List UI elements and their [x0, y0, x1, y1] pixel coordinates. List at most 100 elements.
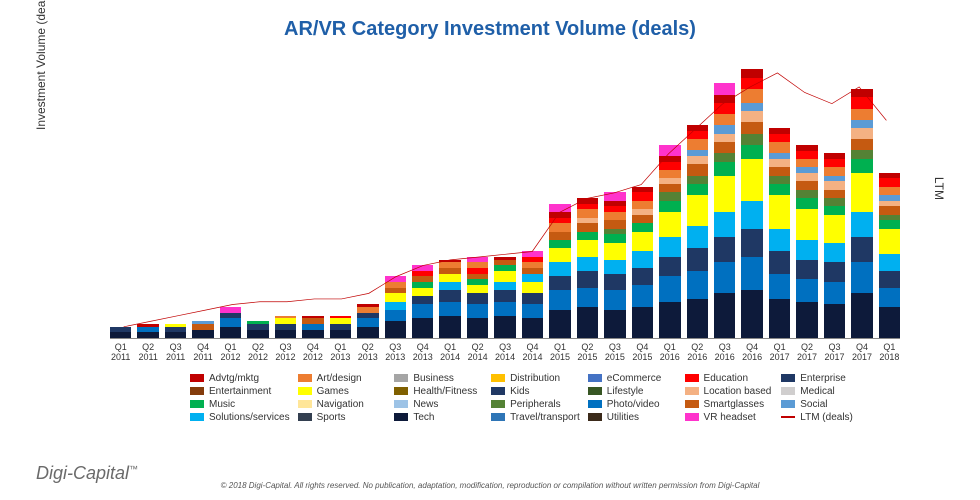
- legend-item: Navigation: [298, 399, 387, 410]
- bar-segment: [357, 318, 378, 326]
- bar: [137, 324, 158, 338]
- legend-item: Advtg/mktg: [190, 373, 290, 384]
- bar-segment: [796, 159, 817, 167]
- bar-segment: [549, 262, 570, 276]
- legend-swatch: [491, 400, 505, 408]
- bar-segment: [467, 293, 488, 304]
- legend-label: Business: [413, 373, 454, 384]
- bar-segment: [796, 151, 817, 159]
- bar-segment: [522, 293, 543, 304]
- bar: [632, 187, 653, 338]
- bar-segment: [604, 192, 625, 200]
- bar-segment: [714, 176, 735, 212]
- bar-segment: [741, 257, 762, 291]
- legend-swatch: [491, 387, 505, 395]
- bar: [439, 260, 460, 338]
- x-tick-label: Q42014: [522, 343, 543, 363]
- legend-swatch: [190, 374, 204, 382]
- bar-segment: [796, 279, 817, 301]
- bar-segment: [741, 103, 762, 111]
- legend-swatch: [781, 387, 795, 395]
- bar-segment: [412, 288, 433, 296]
- bar-segment: [769, 142, 790, 153]
- legend-swatch: [588, 374, 602, 382]
- bar-segment: [577, 288, 598, 308]
- bar: [330, 316, 351, 338]
- bar-segment: [687, 131, 708, 139]
- legend-label: Music: [209, 399, 235, 410]
- bar: [659, 145, 680, 338]
- bar: [467, 257, 488, 338]
- bar-segment: [741, 134, 762, 145]
- bar-segment: [796, 181, 817, 189]
- bar-segment: [714, 153, 735, 161]
- legend-item: Business: [394, 373, 483, 384]
- bar-segment: [851, 212, 872, 237]
- bar-segment: [796, 240, 817, 260]
- bar-segment: [851, 89, 872, 97]
- legend-swatch: [685, 400, 699, 408]
- bar-segment: [439, 316, 460, 338]
- bar-segment: [714, 83, 735, 94]
- bar-segment: [577, 240, 598, 257]
- bar-segment: [687, 156, 708, 164]
- legend-swatch: [394, 387, 408, 395]
- bar-segment: [220, 318, 241, 326]
- bar-segment: [632, 192, 653, 200]
- bar-segment: [549, 276, 570, 290]
- legend-label: Sports: [317, 412, 346, 423]
- bar-segment: [467, 318, 488, 338]
- logo-tm: ™: [129, 464, 138, 474]
- bar-segment: [796, 190, 817, 198]
- bar-segment: [549, 310, 570, 338]
- bar-segment: [577, 257, 598, 271]
- bar-segment: [714, 134, 735, 142]
- legend-swatch: [685, 413, 699, 421]
- legend-item: VR headset: [685, 412, 774, 423]
- bar-segment: [796, 302, 817, 338]
- bar-segment: [385, 310, 406, 321]
- x-tick-label: Q12017: [769, 343, 790, 363]
- legend-swatch: [394, 374, 408, 382]
- bar-segment: [879, 307, 900, 338]
- bar-segment: [714, 293, 735, 338]
- bar-segment: [687, 248, 708, 270]
- legend-swatch: [298, 400, 312, 408]
- bar-segment: [604, 260, 625, 274]
- bar-segment: [659, 170, 680, 178]
- bar-segment: [824, 243, 845, 263]
- legend-item: Smartglasses: [685, 399, 774, 410]
- bar-segment: [494, 282, 515, 290]
- bar-segment: [549, 223, 570, 231]
- bar-segment: [604, 212, 625, 220]
- copyright: © 2018 Digi-Capital. All rights reserved…: [0, 481, 980, 490]
- bar-segment: [604, 220, 625, 228]
- legend-swatch: [588, 400, 602, 408]
- bar-segment: [522, 282, 543, 293]
- legend-label: Distribution: [510, 373, 560, 384]
- bar-segment: [659, 212, 680, 237]
- bar-segment: [714, 95, 735, 103]
- x-tick-label: Q22014: [467, 343, 488, 363]
- bar-segment: [741, 69, 762, 77]
- bar-segment: [659, 201, 680, 212]
- bar-segment: [577, 209, 598, 217]
- bar-segment: [110, 332, 131, 338]
- bar-segment: [659, 302, 680, 338]
- bar-segment: [659, 192, 680, 200]
- legend-item: Photo/video: [588, 399, 677, 410]
- bar-segment: [796, 173, 817, 181]
- bar: [275, 316, 296, 338]
- bar-segment: [494, 316, 515, 338]
- bar-segment: [879, 220, 900, 228]
- legend-swatch: [781, 416, 795, 418]
- x-tick-label: Q32013: [385, 343, 406, 363]
- legend-item: Lifestyle: [588, 386, 677, 397]
- bar-segment: [769, 251, 790, 273]
- bar-segment: [549, 248, 570, 262]
- bar-segment: [577, 223, 598, 231]
- x-tick-label: Q12015: [549, 343, 570, 363]
- legend-label: Location based: [704, 386, 772, 397]
- bar-segment: [137, 332, 158, 338]
- bar: [687, 125, 708, 338]
